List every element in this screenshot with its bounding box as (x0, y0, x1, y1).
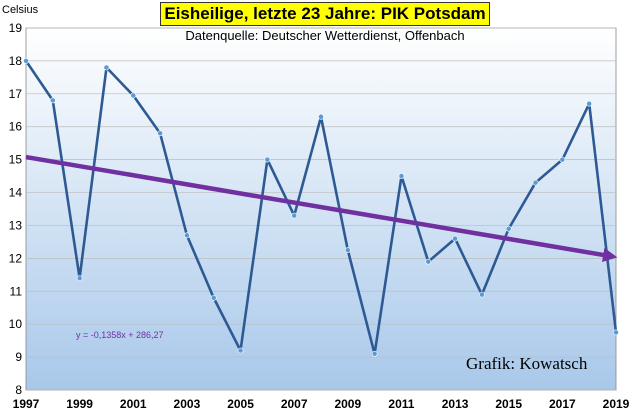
data-point (452, 235, 458, 242)
y-tick-label: 18 (9, 54, 23, 68)
data-point (479, 291, 485, 298)
x-tick-label: 2017 (549, 397, 576, 411)
x-tick-label: 1997 (13, 397, 40, 411)
y-tick-label: 14 (9, 186, 23, 200)
data-point (49, 97, 56, 104)
data-point (130, 92, 137, 99)
trend-line (25, 154, 618, 263)
y-tick-label: 11 (10, 284, 23, 298)
x-tick-label: 2009 (334, 397, 361, 411)
data-point (371, 350, 378, 357)
data-point (425, 258, 432, 265)
x-tick-label: 2011 (388, 397, 414, 411)
y-axis: 8 9 10 11 12 13 14 15 16 17 18 19 (9, 21, 23, 397)
x-tick-label: 2005 (227, 397, 254, 411)
x-tick-label: 2013 (442, 397, 469, 411)
data-point (237, 347, 244, 354)
y-tick-label: 9 (15, 350, 22, 364)
data-point (264, 156, 271, 163)
chart-credit: Grafik: Kowatsch (466, 354, 588, 373)
data-point (398, 173, 405, 179)
data-point (103, 64, 110, 71)
x-tick-label: 2003 (174, 397, 201, 411)
y-tick-label: 8 (15, 383, 22, 397)
y-tick-label: 10 (9, 317, 23, 331)
x-tick-label: 2019 (603, 397, 630, 411)
y-tick-label: 17 (9, 87, 23, 101)
y-tick-label: 15 (9, 153, 23, 167)
grid-lines (26, 27, 616, 391)
y-tick-label: 12 (9, 251, 23, 265)
x-tick-label: 1999 (66, 397, 93, 411)
data-point (344, 247, 351, 254)
y-axis-label: Celsius (2, 4, 39, 16)
data-point (586, 100, 593, 107)
data-point (613, 329, 619, 336)
chart-title: Eisheilige, letzte 23 Jahre: PIK Potsdam (160, 2, 490, 26)
data-point (184, 232, 190, 239)
y-tick-label: 16 (9, 120, 23, 134)
x-tick-label: 2001 (120, 397, 147, 411)
data-series (23, 58, 619, 357)
data-point (210, 294, 217, 301)
data-point (318, 113, 324, 120)
trend-equation: y = -0,1358x + 286,27 (76, 330, 164, 340)
data-point (505, 225, 512, 232)
data-point (157, 130, 163, 137)
x-axis: 1997 1999 2001 2003 2005 2007 2009 2011 2013 2015… (13, 397, 630, 411)
x-tick-label: 2007 (281, 397, 308, 411)
data-point (23, 58, 29, 64)
chart-subtitle: Datenquelle: Deutscher Wetterdienst, Off… (185, 28, 465, 43)
data-point (532, 179, 539, 186)
data-point (559, 156, 566, 163)
trend-arrow (25, 154, 618, 263)
y-tick-label: 19 (9, 21, 23, 35)
data-point (291, 212, 298, 219)
y-tick-label: 13 (9, 218, 23, 232)
x-tick-label: 2015 (495, 397, 522, 411)
data-point (76, 275, 83, 282)
